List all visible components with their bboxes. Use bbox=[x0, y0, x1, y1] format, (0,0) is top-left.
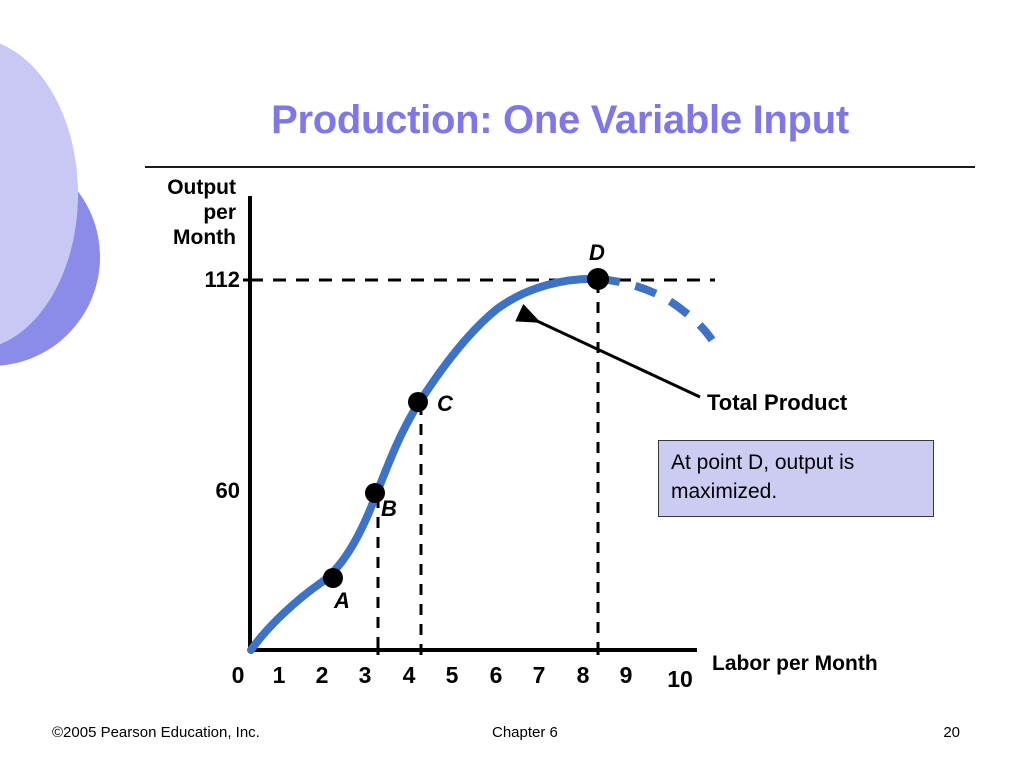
data-point-c[interactable] bbox=[408, 392, 428, 412]
footer-copyright: ©2005 Pearson Education, Inc. bbox=[52, 724, 260, 741]
x-tick-label-4: 4 bbox=[402, 662, 416, 688]
total-product-annotation: Total Product bbox=[707, 390, 848, 415]
title-divider bbox=[145, 166, 975, 168]
data-point-b[interactable] bbox=[365, 483, 385, 503]
x-tick-label-5: 5 bbox=[445, 662, 459, 688]
total-product-curve bbox=[247, 274, 602, 654]
footer-page-number: 20 bbox=[943, 724, 960, 741]
x-tick-label-10: 10 bbox=[667, 666, 693, 692]
x-tick-label-8: 8 bbox=[576, 662, 590, 688]
footer-chapter: Chapter 6 bbox=[492, 724, 558, 741]
x-tick-label-2: 2 bbox=[315, 662, 329, 688]
y-axis-title-line-3: Month bbox=[173, 226, 236, 249]
x-tick-label-9: 9 bbox=[619, 662, 633, 688]
total-product-leader-arrow bbox=[515, 304, 701, 399]
data-point-label-d: D bbox=[589, 240, 605, 265]
callout-line-1: At point D, output is bbox=[671, 451, 855, 474]
x-axis-title: Labor per Month bbox=[712, 652, 878, 675]
data-point-d[interactable] bbox=[587, 268, 609, 290]
x-tick-label-7: 7 bbox=[532, 662, 546, 688]
data-point-a[interactable] bbox=[323, 568, 343, 588]
x-tick-label-1: 1 bbox=[272, 662, 286, 688]
total-product-curve-projected bbox=[597, 275, 716, 343]
callout-box: At point D, output is maximized. bbox=[658, 440, 934, 517]
y-tick-label-60: 60 bbox=[215, 478, 240, 503]
data-point-label-c: C bbox=[437, 391, 453, 416]
y-axis-title-line-2: per bbox=[203, 201, 236, 224]
slide-footer: ©2005 Pearson Education, Inc. Chapter 6 … bbox=[0, 724, 1024, 748]
y-axis-title-line-1: Output bbox=[167, 176, 236, 199]
data-point-label-a: A bbox=[334, 588, 350, 613]
callout-line-2: maximized. bbox=[671, 480, 778, 503]
x-tick-label-3: 3 bbox=[358, 662, 372, 688]
data-point-label-b: B bbox=[381, 496, 397, 521]
y-tick-label-112: 112 bbox=[204, 267, 241, 292]
x-tick-label-6: 6 bbox=[489, 662, 503, 688]
y-axis-title: Output per Month bbox=[108, 175, 236, 250]
x-tick-label-0: 0 bbox=[231, 662, 245, 688]
slide-title: Production: One Variable Input bbox=[271, 98, 849, 142]
